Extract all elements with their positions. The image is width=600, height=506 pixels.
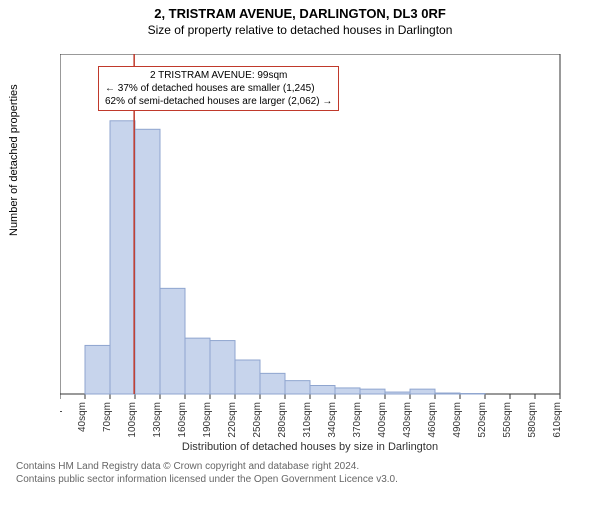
svg-text:580sqm: 580sqm bbox=[527, 402, 538, 438]
svg-text:430sqm: 430sqm bbox=[402, 402, 413, 438]
svg-text:10sqm: 10sqm bbox=[60, 402, 63, 432]
svg-text:160sqm: 160sqm bbox=[177, 402, 188, 438]
annotation-line: 62% of semi-detached houses are larger (… bbox=[105, 95, 332, 108]
footer-attribution: Contains HM Land Registry data © Crown c… bbox=[16, 460, 398, 486]
histogram-chart: 020040060080010001200140010sqm40sqm70sqm… bbox=[60, 54, 562, 456]
svg-text:610sqm: 610sqm bbox=[552, 402, 562, 438]
page-title: 2, TRISTRAM AVENUE, DARLINGTON, DL3 0RF bbox=[0, 6, 600, 21]
svg-text:70sqm: 70sqm bbox=[102, 402, 113, 432]
svg-text:400sqm: 400sqm bbox=[377, 402, 388, 438]
page-subtitle: Size of property relative to detached ho… bbox=[0, 23, 600, 37]
svg-text:550sqm: 550sqm bbox=[502, 402, 513, 438]
chart-container: 020040060080010001200140010sqm40sqm70sqm… bbox=[60, 54, 570, 432]
svg-text:460sqm: 460sqm bbox=[427, 402, 438, 438]
footer-line-2: Contains public sector information licen… bbox=[16, 473, 398, 486]
svg-text:Distribution of detached house: Distribution of detached houses by size … bbox=[182, 441, 438, 453]
svg-text:340sqm: 340sqm bbox=[327, 402, 338, 438]
svg-text:280sqm: 280sqm bbox=[277, 402, 288, 438]
y-axis-label: Number of detached properties bbox=[8, 84, 20, 236]
annotation-line: ← 37% of detached houses are smaller (1,… bbox=[105, 82, 332, 95]
svg-text:370sqm: 370sqm bbox=[352, 402, 363, 438]
svg-text:130sqm: 130sqm bbox=[152, 402, 163, 438]
annotation-line: 2 TRISTRAM AVENUE: 99sqm bbox=[105, 69, 332, 82]
svg-text:250sqm: 250sqm bbox=[252, 402, 263, 438]
annotation-box: 2 TRISTRAM AVENUE: 99sqm← 37% of detache… bbox=[98, 66, 339, 111]
svg-text:490sqm: 490sqm bbox=[452, 402, 463, 438]
svg-text:220sqm: 220sqm bbox=[227, 402, 238, 438]
svg-text:40sqm: 40sqm bbox=[77, 402, 88, 432]
svg-text:520sqm: 520sqm bbox=[477, 402, 488, 438]
footer-line-1: Contains HM Land Registry data © Crown c… bbox=[16, 460, 398, 473]
svg-text:190sqm: 190sqm bbox=[202, 402, 213, 438]
svg-text:310sqm: 310sqm bbox=[302, 402, 313, 438]
svg-text:100sqm: 100sqm bbox=[127, 402, 138, 438]
